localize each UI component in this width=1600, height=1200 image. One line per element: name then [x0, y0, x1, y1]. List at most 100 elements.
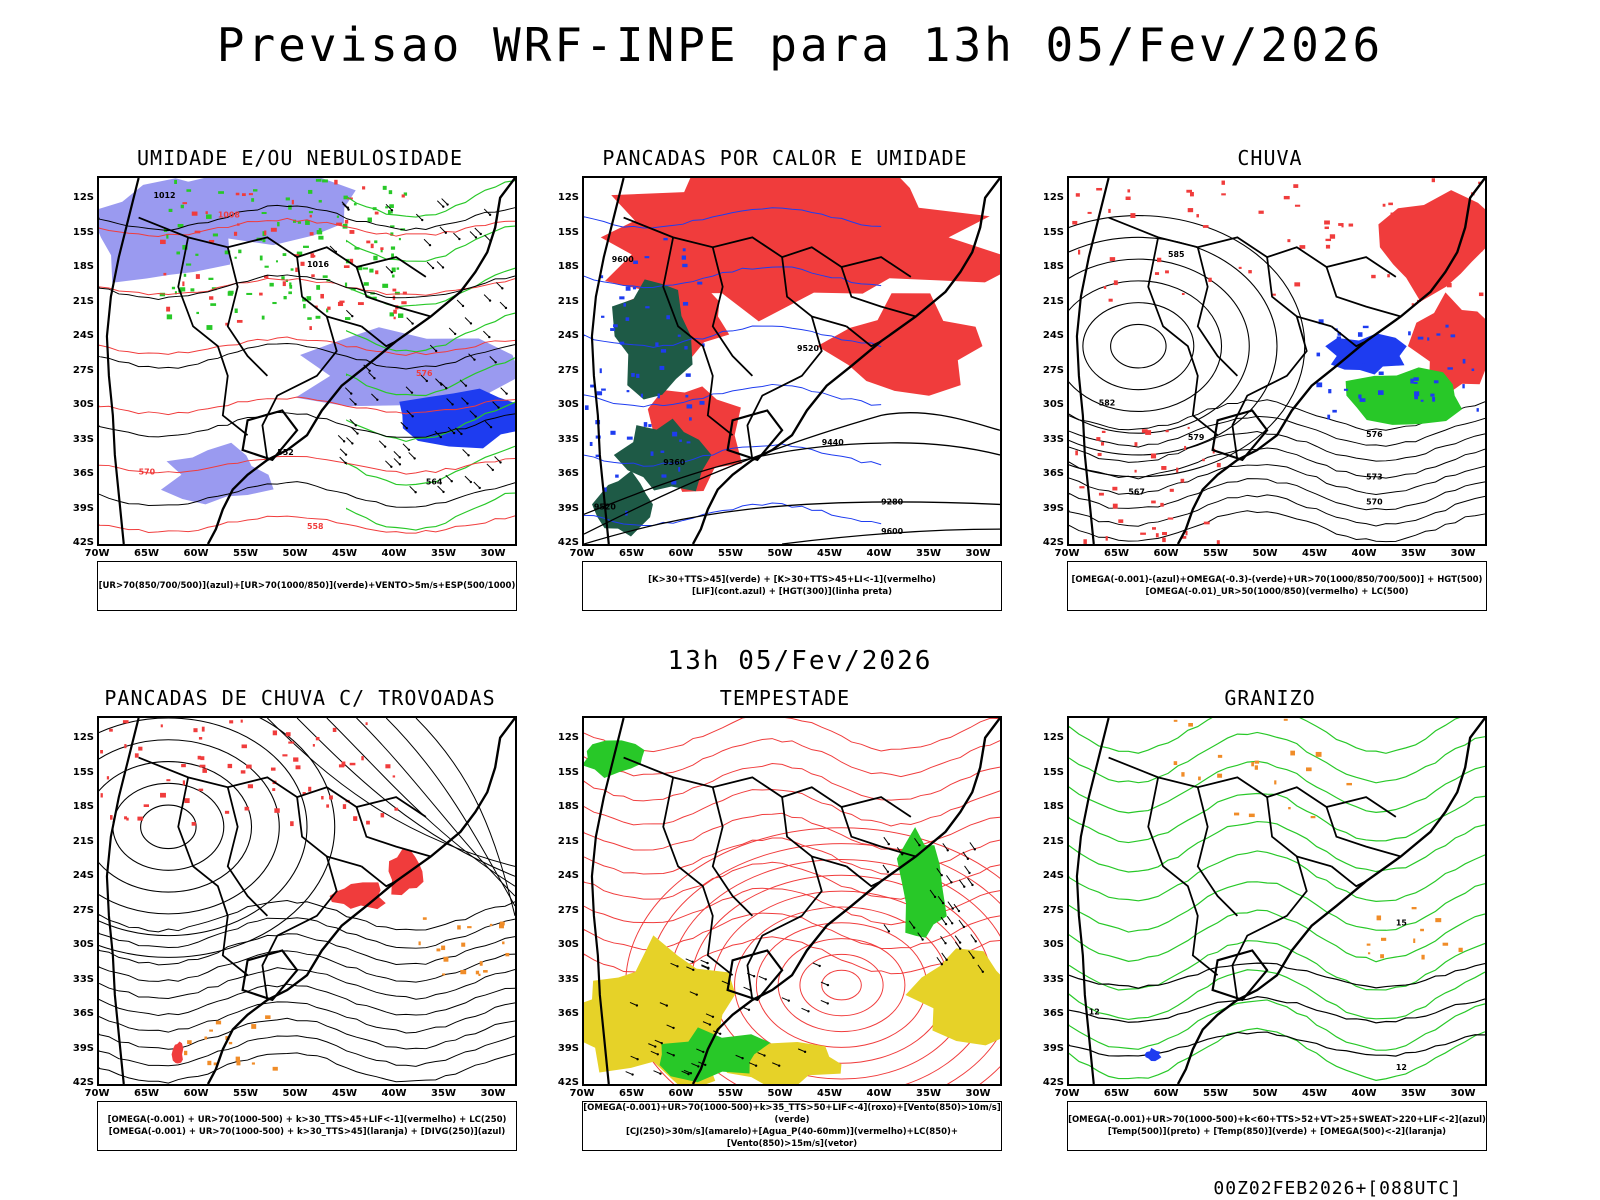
lifted-index-blue — [633, 260, 638, 264]
west-coastline — [1075, 718, 1110, 1084]
thickness-speckle-red — [166, 306, 171, 312]
wind850-vector-head — [887, 930, 891, 933]
panel-heat-showers: PANCADAS POR CALOR E UMIDADE 9600 9520 944… — [545, 146, 1025, 636]
lat-tick-label: 33S — [557, 973, 579, 985]
wind-vector-head — [469, 480, 473, 484]
lon-tick-label: 70W — [569, 548, 595, 559]
lc250-streamline — [99, 967, 515, 1000]
wind850-vector — [654, 1039, 662, 1044]
humidity-speckle-green — [322, 275, 328, 278]
contour-label: 567 — [1128, 488, 1145, 497]
wind850-vector — [681, 1070, 689, 1075]
humidity-speckle-green — [363, 282, 369, 286]
thickness-speckle-red — [235, 192, 240, 196]
lat-tick-label: 27S — [1042, 904, 1064, 916]
contour-label: 12 — [1089, 1008, 1100, 1017]
rain-speckle-blue — [1336, 336, 1342, 339]
precipitable-water-contour — [584, 763, 1000, 802]
panel-humidity: UMIDADE E/OU NEBULOSIDADE 1012 1008 1016 57… — [60, 146, 540, 636]
lc250-streamline — [415, 718, 515, 916]
wind-vector-head — [473, 358, 476, 361]
border-line — [360, 865, 397, 888]
lifted-index-blue — [626, 390, 630, 393]
lifted-index-blue — [590, 384, 596, 388]
humidity-speckle-green — [391, 267, 396, 273]
lifted-index-blue — [681, 255, 687, 260]
wind850-vector — [968, 950, 974, 959]
lat-tick-label: 24S — [557, 330, 579, 341]
map-svg — [584, 718, 1000, 1084]
lc250-streamline — [296, 718, 515, 877]
wind-vector — [344, 387, 352, 394]
wind850-vector-head — [963, 885, 966, 888]
rain-speckle-red — [1293, 184, 1299, 188]
lon-tick-label: 40W — [1351, 548, 1377, 559]
humidity-speckle-green — [389, 312, 394, 317]
humidity-speckle-green — [344, 282, 348, 287]
thunder-speckle-red — [361, 756, 364, 761]
thunder-speckle-red — [341, 761, 346, 767]
wind-vector — [469, 410, 477, 417]
lon-tick-label: 30W — [480, 1088, 506, 1099]
lifted-index-blue — [626, 436, 633, 440]
humidity-speckle-green — [196, 311, 200, 315]
omega-speckle-orange — [1346, 782, 1352, 786]
hgt500-contour — [1069, 510, 1485, 543]
wind-vector-head — [414, 491, 417, 494]
omega-speckle-orange — [1234, 812, 1240, 816]
rain-speckle-red — [1127, 189, 1131, 193]
rain-speckle-red — [1130, 213, 1136, 218]
rain-speckle-red — [1329, 234, 1336, 239]
border-line — [226, 787, 269, 917]
lon-tick-label: 70W — [1054, 548, 1080, 559]
omega-speckle-orange — [1366, 943, 1371, 946]
thickness-speckle-red — [264, 230, 267, 236]
wind-vector-head — [453, 332, 457, 336]
legend-line-2: [Temp(500)](preto) + [Temp(850)](verde) … — [1107, 1127, 1447, 1137]
thunder-speckle-orange — [502, 941, 505, 945]
thunder-speckle-red — [332, 727, 337, 732]
wind850-vector-head — [933, 895, 937, 899]
lat-tick-label: 12S — [72, 732, 94, 743]
lat-tick-label: 27S — [557, 904, 579, 916]
wind-vector — [492, 401, 499, 408]
thunder-speckle-red — [202, 768, 207, 773]
uruguay-outline — [241, 409, 299, 462]
lat-tick-label: 42S — [72, 1077, 94, 1088]
humidity-speckle-green — [344, 317, 351, 321]
lat-tick-label: 36S — [72, 468, 94, 479]
thunder-speckle-orange — [184, 1050, 188, 1056]
wind-vector — [496, 282, 503, 289]
thunder-speckle-red — [247, 784, 254, 789]
wind850-vector-head — [787, 999, 790, 1002]
rain-speckle-red — [1118, 519, 1124, 523]
rain-speckle-blue — [1450, 334, 1456, 338]
lon-tick-label: 70W — [569, 1088, 595, 1099]
rain-speckle-blue — [1427, 337, 1430, 341]
thickness-speckle-red — [402, 291, 407, 295]
lifted-index-blue — [650, 451, 654, 456]
lifted-index-blue — [601, 388, 606, 391]
wind850-vector-head — [654, 1045, 657, 1048]
rain-speckle-red — [1324, 220, 1330, 225]
humidity-speckle-green — [283, 295, 287, 300]
thickness-speckle-red — [374, 211, 379, 215]
humidity-speckle-green — [238, 249, 242, 254]
thunder-speckle-red — [380, 813, 385, 818]
lifted-index-blue — [663, 237, 668, 241]
thunder-speckle-red — [134, 753, 139, 758]
wind850-vector — [914, 837, 920, 846]
hgt500-contour — [1069, 447, 1485, 480]
lifted-index-blue — [657, 393, 660, 399]
omega-speckle-orange — [1173, 719, 1178, 722]
wind-vector-head — [505, 392, 508, 395]
wind-vector — [409, 485, 416, 493]
rain-speckle-red — [1338, 223, 1343, 226]
lc250-streamline — [99, 950, 515, 983]
rain-speckle-red — [1181, 292, 1185, 296]
lat-tick-label: 36S — [557, 1008, 579, 1019]
border-line — [360, 325, 397, 348]
thickness-speckle-red — [327, 306, 331, 310]
lat-tick-label: 42S — [1042, 1077, 1064, 1088]
lifted-index-blue — [648, 424, 652, 428]
